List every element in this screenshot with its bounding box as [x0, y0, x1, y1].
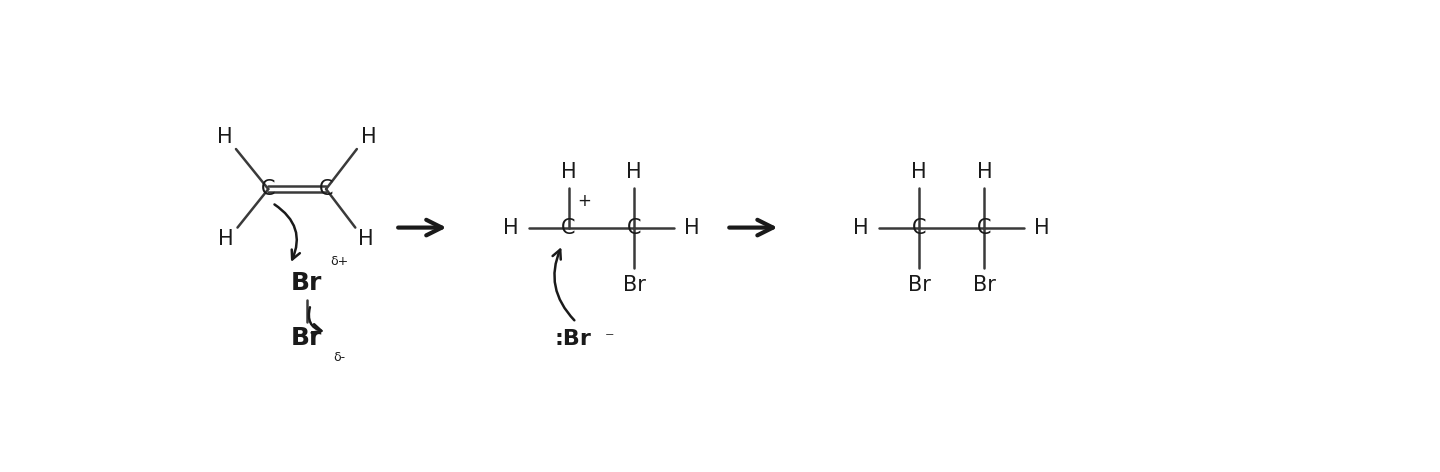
- Text: C: C: [318, 179, 333, 199]
- Text: H: H: [503, 218, 518, 237]
- Text: C: C: [626, 218, 641, 237]
- Text: H: H: [626, 162, 642, 182]
- Text: :Br: :Br: [554, 329, 590, 349]
- Text: Br: Br: [907, 275, 930, 295]
- Text: δ+: δ+: [330, 255, 348, 268]
- Text: C: C: [978, 218, 992, 237]
- Text: Br: Br: [291, 271, 323, 295]
- Text: H: H: [360, 127, 376, 147]
- Text: ⁻: ⁻: [605, 330, 613, 348]
- Text: H: H: [684, 218, 700, 237]
- Text: H: H: [216, 127, 232, 147]
- Text: H: H: [1034, 218, 1050, 237]
- Text: H: H: [976, 162, 992, 182]
- Text: H: H: [359, 229, 374, 249]
- Text: C: C: [912, 218, 926, 237]
- Text: +: +: [577, 192, 590, 210]
- Text: Br: Br: [291, 327, 323, 350]
- Text: H: H: [217, 229, 233, 249]
- Text: C: C: [562, 218, 576, 237]
- Text: Br: Br: [622, 275, 645, 295]
- Text: H: H: [854, 218, 868, 237]
- Text: C: C: [261, 179, 275, 199]
- Text: Br: Br: [973, 275, 996, 295]
- Text: H: H: [560, 162, 576, 182]
- Text: δ-: δ-: [333, 351, 346, 364]
- Text: H: H: [912, 162, 927, 182]
